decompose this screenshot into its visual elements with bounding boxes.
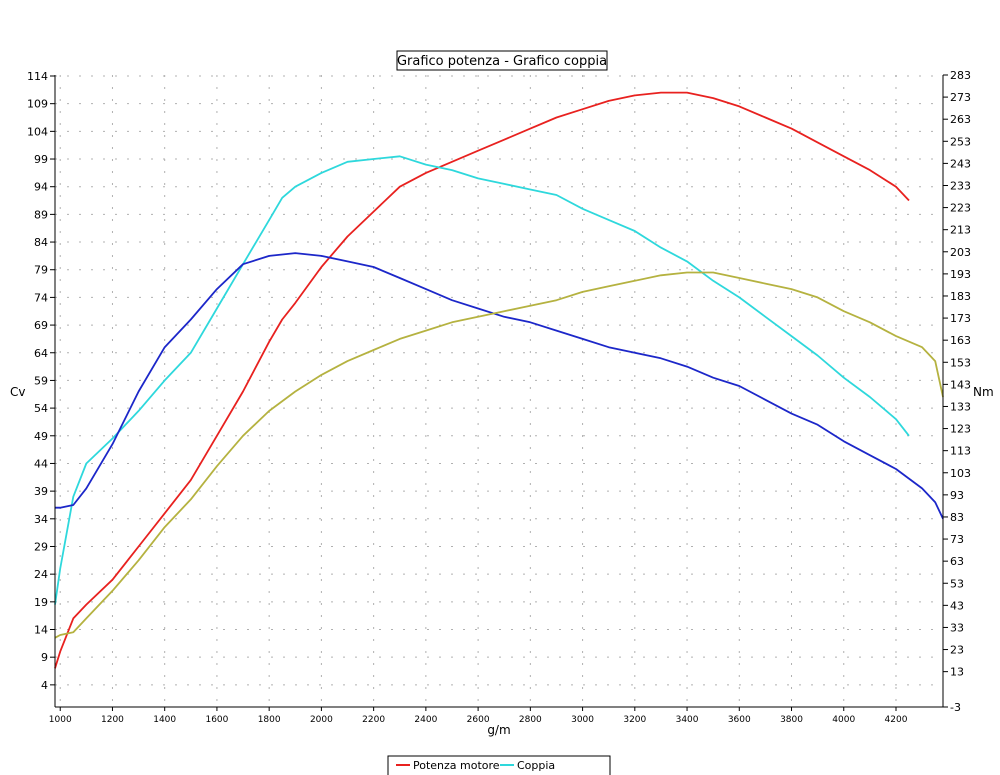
right-tick-label: 73 xyxy=(950,533,964,546)
right-tick-label: 203 xyxy=(950,246,971,259)
x-tick-label: 4000 xyxy=(832,715,855,725)
right-tick-label: 93 xyxy=(950,489,964,502)
left-tick-label: 44 xyxy=(34,457,48,470)
right-tick-label: 183 xyxy=(950,290,971,303)
chart-title-box xyxy=(396,50,608,71)
right-tick-label: 263 xyxy=(950,113,971,126)
y-axis-left-label: Cv xyxy=(10,385,25,399)
legend-label-coppia: Coppia xyxy=(517,759,555,772)
left-tick-label: 34 xyxy=(34,513,48,526)
legend: Potenza motore Coppia xyxy=(387,755,611,775)
right-tick-label: 213 xyxy=(950,224,971,237)
right-tick-label: 133 xyxy=(950,400,971,413)
x-axis-label: g/m xyxy=(487,723,510,737)
right-tick-label: 273 xyxy=(950,91,971,104)
x-tick-label: 2800 xyxy=(519,715,542,725)
series-line-2 xyxy=(55,252,944,520)
right-tick-label: 243 xyxy=(950,157,971,170)
right-tick-label: 43 xyxy=(950,599,964,612)
left-tick-label: 64 xyxy=(34,347,48,360)
left-tick-label: 24 xyxy=(34,568,48,581)
left-tick-label: 59 xyxy=(34,374,48,387)
grid xyxy=(55,75,943,707)
left-axis-ticks: 4914192429343944495459646974798489949910… xyxy=(27,70,55,692)
right-tick-label: -3 xyxy=(950,701,961,714)
right-axis-ticks: -3 13 23 33 43 53 63 73 83 93 103 113 123 133 143 153 16… xyxy=(943,69,971,714)
x-tick-label: 1400 xyxy=(153,715,176,725)
x-tick-label: 3000 xyxy=(571,715,594,725)
right-tick-label: 223 xyxy=(950,202,971,215)
left-tick-label: 109 xyxy=(27,98,48,111)
left-tick-label: 114 xyxy=(27,70,48,83)
right-tick-label: 33 xyxy=(950,621,964,634)
series-line-3 xyxy=(54,271,944,639)
x-tick-label: 1600 xyxy=(205,715,228,725)
x-tick-label: 3400 xyxy=(676,715,699,725)
right-tick-label: 53 xyxy=(950,577,964,590)
x-axis-ticks: 1000 1200 1400 1600 1800 2000 2200 2400 2600 2800… xyxy=(49,707,908,725)
x-tick-label: 1800 xyxy=(258,715,281,725)
x-tick-label: 1200 xyxy=(101,715,124,725)
series-line-potenza-motore xyxy=(54,91,910,669)
left-tick-label: 79 xyxy=(34,264,48,277)
right-tick-label: 163 xyxy=(950,334,971,347)
left-tick-label: 9 xyxy=(41,651,48,664)
series-group xyxy=(54,91,944,669)
right-tick-label: 63 xyxy=(950,555,964,568)
right-tick-label: 193 xyxy=(950,268,971,281)
right-tick-label: 103 xyxy=(950,467,971,480)
left-tick-label: 84 xyxy=(34,236,48,249)
left-tick-label: 4 xyxy=(41,679,48,692)
right-tick-label: 23 xyxy=(950,644,964,657)
x-tick-label: 2200 xyxy=(362,715,385,725)
chart-title: Grafico potenza - Grafico coppia xyxy=(397,54,607,69)
left-tick-label: 99 xyxy=(34,153,48,166)
left-tick-label: 89 xyxy=(34,208,48,221)
left-tick-label: 104 xyxy=(27,125,48,138)
right-tick-label: 123 xyxy=(950,423,971,436)
x-tick-label: 2000 xyxy=(310,715,333,725)
right-tick-label: 153 xyxy=(950,356,971,369)
left-tick-label: 14 xyxy=(34,624,48,637)
x-tick-label: 3600 xyxy=(728,715,751,725)
left-tick-label: 74 xyxy=(34,291,48,304)
legend-label-potenza: Potenza motore xyxy=(413,759,500,772)
right-tick-label: 283 xyxy=(950,69,971,82)
x-tick-label: 2400 xyxy=(414,715,437,725)
left-tick-label: 29 xyxy=(34,540,48,553)
x-tick-label: 3200 xyxy=(623,715,646,725)
x-tick-label: 2600 xyxy=(467,715,490,725)
left-tick-label: 69 xyxy=(34,319,48,332)
x-tick-label: 1000 xyxy=(49,715,72,725)
right-tick-label: 13 xyxy=(950,666,964,679)
right-tick-label: 233 xyxy=(950,179,971,192)
series-line-coppia xyxy=(54,155,910,605)
left-tick-label: 94 xyxy=(34,181,48,194)
x-tick-label: 3800 xyxy=(780,715,803,725)
left-tick-label: 49 xyxy=(34,430,48,443)
y-axis-right-label: Nm xyxy=(973,385,994,399)
right-tick-label: 173 xyxy=(950,312,971,325)
legend-box xyxy=(387,755,611,775)
left-tick-label: 19 xyxy=(34,596,48,609)
x-tick-label: 4200 xyxy=(885,715,908,725)
left-tick-label: 39 xyxy=(34,485,48,498)
right-tick-label: 143 xyxy=(950,378,971,391)
right-tick-label: 253 xyxy=(950,135,971,148)
left-tick-label: 54 xyxy=(34,402,48,415)
right-tick-label: 113 xyxy=(950,445,971,458)
right-tick-label: 83 xyxy=(950,511,964,524)
